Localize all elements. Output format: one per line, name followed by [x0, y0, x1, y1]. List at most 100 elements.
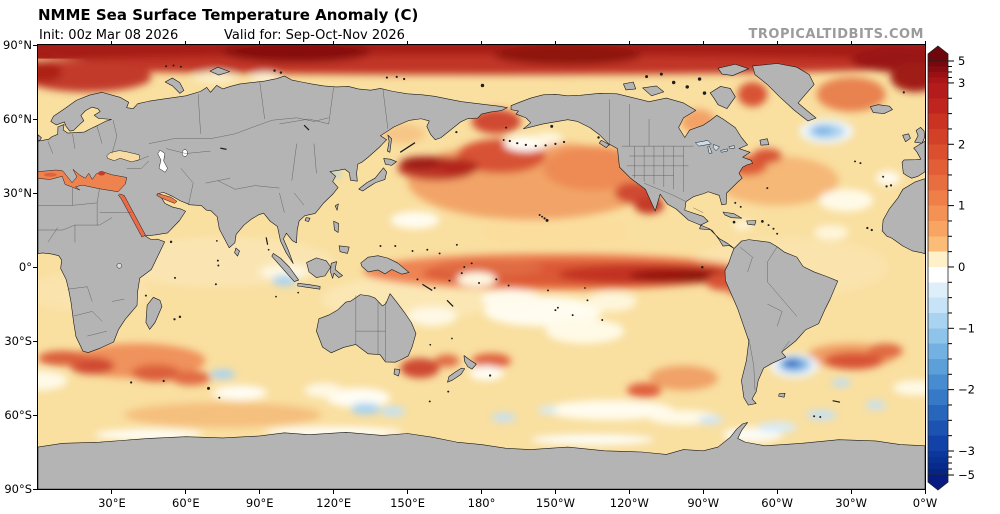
sst-anomaly-blob	[890, 61, 925, 92]
sst-anomaly-blob	[379, 405, 405, 416]
x-axis-label: 120°W	[609, 496, 649, 510]
red-sea	[117, 193, 146, 237]
sst-anomaly-blob	[586, 291, 637, 311]
landmass-eurasia-africa	[37, 75, 508, 353]
tropicaltidbits-watermark: TROPICALTIDBITS.COM	[748, 27, 924, 42]
island-borneo	[305, 257, 331, 278]
sst-anomaly-blob	[434, 158, 479, 175]
caspian-sea	[156, 149, 168, 173]
landmass-greenland	[751, 62, 816, 121]
x-axis-tick	[702, 489, 704, 494]
island-newfoundland	[759, 137, 769, 145]
sst-anomaly-blob	[37, 370, 68, 390]
y-axis-tick	[33, 192, 38, 194]
map-svg	[37, 44, 925, 489]
y-axis-label: 60°N	[3, 112, 32, 126]
sst-anomaly-blob	[37, 61, 151, 92]
x-axis-tick	[628, 489, 630, 494]
sst-anomaly-blob	[123, 402, 321, 427]
island-hokkaido	[382, 157, 397, 166]
sst-anomaly-blob	[537, 405, 558, 414]
island-sakhalin	[386, 134, 392, 153]
sst-anomaly-blob	[170, 370, 210, 385]
landmass-north-america	[510, 92, 753, 249]
island-taiwan	[334, 203, 339, 211]
sst-anomaly-blob	[812, 125, 833, 135]
sst-anomaly-blob	[806, 409, 836, 420]
sst-anomaly-blob	[867, 342, 903, 358]
sst-anomaly-blob	[37, 350, 87, 366]
island-java	[296, 282, 320, 290]
sst-anomaly-blob	[892, 379, 925, 395]
great-lakes	[694, 139, 735, 154]
sst-anomaly-blob	[493, 44, 642, 65]
x-axis-label: 150°W	[535, 496, 575, 510]
country-borders-layer	[37, 81, 797, 390]
y-axis-tick	[33, 414, 38, 416]
island-chains-dashes	[219, 124, 840, 403]
island-ireland	[901, 132, 911, 142]
island-nz-south	[446, 367, 465, 383]
island-sri-lanka	[233, 247, 240, 256]
world-sst-anomaly-map	[36, 43, 926, 490]
sst-anomaly-blob	[697, 414, 723, 424]
sst-anomaly-blob	[626, 382, 661, 398]
sst-anomaly-blob	[756, 421, 797, 433]
colorbar-arrow-above-5	[927, 45, 949, 62]
page-title: NMME Sea Surface Temperature Anomaly (C)	[38, 6, 419, 24]
sst-anomaly-blob	[816, 76, 886, 112]
sst-anomaly-blob	[259, 264, 309, 279]
x-axis-label: 120°E	[316, 496, 352, 510]
colorbar: 5 3 2 1 0 −1 −2 −3 −5	[927, 45, 975, 491]
y-axis-label: 30°N	[3, 186, 32, 200]
x-axis-tick	[554, 489, 556, 494]
y-axis-label: 90°N	[3, 38, 32, 52]
init-time-label: Init: 00z Mar 08 2026	[39, 28, 179, 43]
sst-anomaly-blob	[399, 155, 445, 170]
x-axis-tick	[407, 489, 409, 494]
colorbar-tick-label: −1	[958, 321, 975, 335]
sst-anomaly-blob	[222, 44, 371, 62]
x-axis-tick-top	[776, 41, 778, 45]
x-axis-label: 150°E	[390, 496, 426, 510]
sst-anomaly-blob	[303, 382, 344, 398]
sst-anomaly-blob	[407, 305, 457, 326]
island-hispaniola	[745, 219, 756, 225]
sst-anomaly-blob	[490, 412, 516, 422]
colorbar-tick-label: −2	[958, 383, 975, 397]
sst-anomaly-blob	[131, 363, 181, 382]
colorbar-tick-label: 1	[958, 199, 965, 213]
island-baffin	[709, 85, 736, 109]
x-axis-label: 60°W	[761, 496, 794, 510]
sst-anomaly-blob	[456, 271, 496, 287]
sst-anomaly-blob	[209, 368, 235, 379]
y-axis-tick	[33, 44, 38, 46]
inland-seas-layer	[37, 139, 735, 268]
landmass-europe-right-edge	[901, 140, 925, 179]
colorbar-tick-label: 3	[958, 76, 965, 90]
y-axis-tick	[33, 340, 38, 342]
sst-anomaly-blob	[865, 400, 886, 410]
x-axis-tick	[924, 489, 926, 494]
y-axis-label: 0°	[18, 260, 32, 274]
y-axis-tick	[33, 488, 38, 490]
colorbar-tick-label: −3	[958, 444, 975, 458]
sst-anomaly-blob	[737, 81, 767, 107]
island-mindanao	[338, 244, 349, 254]
island-iceland	[869, 103, 893, 114]
colorbar-labels: 5 3 2 1 0 −1 −2 −3 −5	[958, 54, 975, 482]
x-axis-label: 90°E	[245, 496, 274, 510]
x-axis-tick-top	[850, 41, 852, 45]
sst-anomaly-blob	[481, 288, 541, 309]
island-tasmania	[393, 368, 400, 376]
sst-anomaly-blob	[545, 399, 674, 420]
x-axis-label: 30°W	[835, 496, 867, 510]
island-vancouver	[598, 139, 609, 148]
sst-anomaly-blob	[468, 365, 504, 380]
y-axis-label: 60°S	[4, 408, 32, 422]
sst-anomaly-blob	[471, 352, 511, 368]
valid-period-label: Valid for: Sep-Oct-Nov 2026	[224, 28, 405, 43]
aegean-hot-spot	[97, 170, 105, 175]
island-svalbard	[209, 66, 230, 75]
